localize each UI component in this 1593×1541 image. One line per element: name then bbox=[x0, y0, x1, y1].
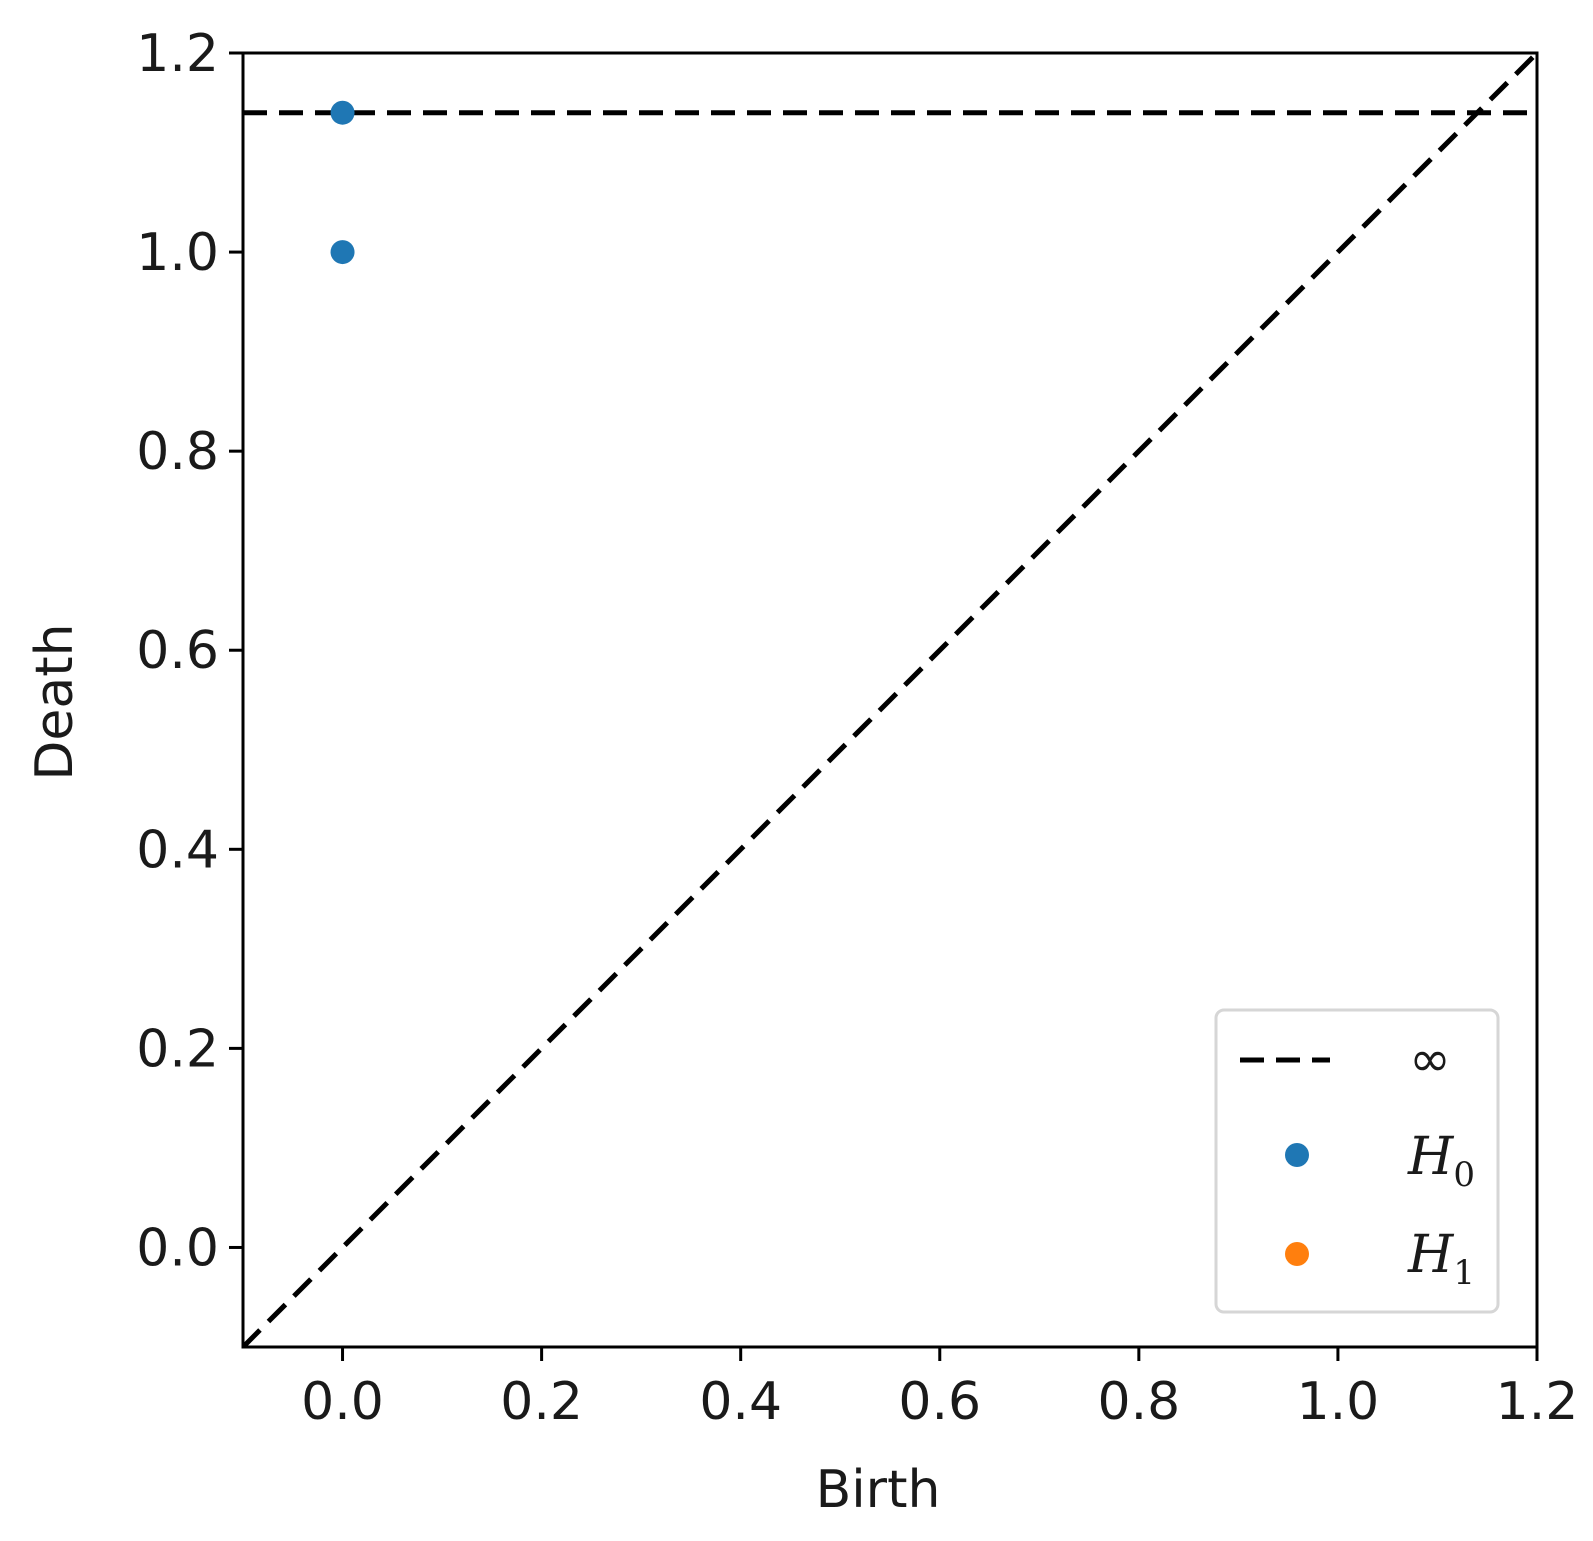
y-axis-title: Death bbox=[25, 623, 85, 780]
x-tick-label-5: 1.0 bbox=[1297, 1372, 1380, 1432]
legend-h0-subscript: 0 bbox=[1453, 1155, 1475, 1195]
y-tick-label-4: 0.8 bbox=[136, 422, 219, 482]
data-point-h0-1 bbox=[330, 100, 355, 125]
legend-frame bbox=[1214, 1008, 1500, 1314]
legend-h0-marker bbox=[1285, 1143, 1309, 1167]
y-tick-label-2: 0.4 bbox=[136, 820, 219, 880]
diagonal-reference-line bbox=[243, 53, 1537, 1347]
x-tick-label-1: 0.2 bbox=[500, 1372, 583, 1432]
x-tick-label-6: 1.2 bbox=[1496, 1372, 1579, 1432]
legend-h1-marker bbox=[1285, 1242, 1309, 1266]
x-tick-label-0: 0.0 bbox=[301, 1372, 384, 1432]
legend-infinity-label: ∞ bbox=[1409, 1030, 1451, 1088]
x-tick-label-3: 0.6 bbox=[898, 1372, 981, 1432]
legend-h1-base: H bbox=[1407, 1225, 1455, 1285]
x-tick-label-4: 0.8 bbox=[1097, 1372, 1180, 1432]
y-tick-label-5: 1.0 bbox=[136, 223, 219, 283]
legend: ∞ H0 H1 bbox=[1214, 1008, 1500, 1314]
plot-area bbox=[241, 51, 1539, 1349]
legend-h1-label: H1 bbox=[1407, 1225, 1475, 1293]
y-tick-label-6: 1.2 bbox=[136, 24, 219, 84]
y-tick-label-1: 0.2 bbox=[136, 1019, 219, 1079]
x-axis-title: Birth bbox=[816, 1460, 941, 1520]
axes-frame bbox=[241, 51, 1539, 1349]
y-tick-label-3: 0.6 bbox=[136, 621, 219, 681]
legend-h0-base: H bbox=[1407, 1127, 1455, 1187]
legend-h1-subscript: 1 bbox=[1453, 1253, 1475, 1293]
y-tick-label-0: 0.0 bbox=[136, 1218, 219, 1278]
legend-h0-label: H0 bbox=[1407, 1127, 1475, 1195]
x-tick-label-2: 0.4 bbox=[699, 1372, 782, 1432]
data-point-h0-0 bbox=[330, 240, 355, 265]
axes-ticks: 0.0 0.2 0.4 0.6 0.8 1.0 1.2 0.0 0.2 0.4 0.6 0.8 1.0 1… bbox=[136, 24, 1578, 1432]
plot-content bbox=[243, 53, 1537, 1347]
